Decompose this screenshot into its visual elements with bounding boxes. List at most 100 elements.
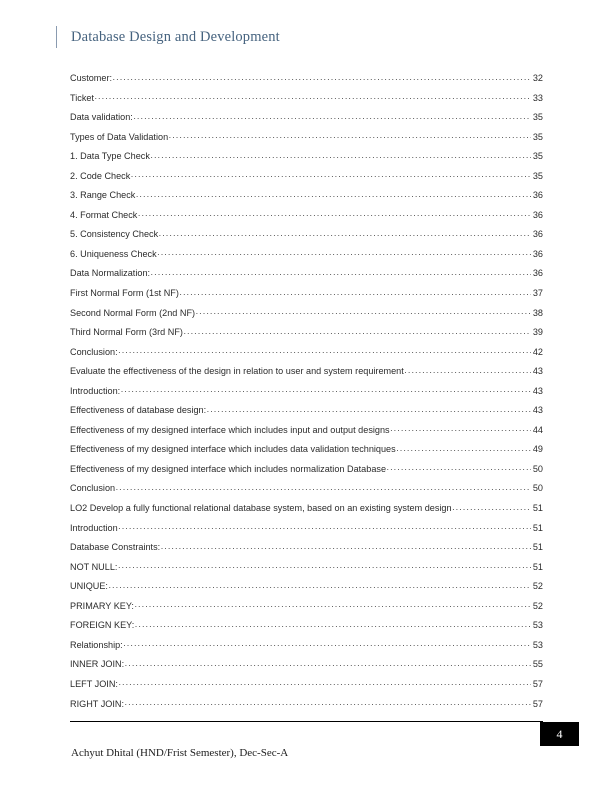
- toc-entry[interactable]: LO2 Develop a fully functional relationa…: [70, 499, 543, 519]
- toc-entry[interactable]: Database Constraints: 51: [70, 538, 543, 558]
- toc-dot-leader: [151, 263, 531, 283]
- toc-dot-leader: [169, 126, 531, 146]
- toc-entry-page-number: 36: [532, 190, 543, 201]
- toc-entry[interactable]: Data Normalization: 36: [70, 264, 543, 284]
- toc-dot-leader: [207, 400, 531, 420]
- toc-entry-label: Introduction: [70, 522, 118, 533]
- toc-entry-label: Conclusion: [70, 483, 116, 494]
- toc-entry-label: RIGHT JOIN:: [70, 698, 125, 709]
- toc-entry-label: 3. Range Check: [70, 190, 136, 201]
- toc-entry-page-number: 38: [532, 307, 543, 318]
- toc-entry-page-number: 52: [532, 600, 543, 611]
- toc-dot-leader: [131, 165, 531, 185]
- toc-entry[interactable]: 6. Uniqueness Check 36: [70, 245, 543, 265]
- toc-entry[interactable]: Introduction: 43: [70, 382, 543, 402]
- toc-entry[interactable]: FOREIGN KEY: 53: [70, 616, 543, 636]
- toc-entry[interactable]: Effectiveness of database design: 43: [70, 401, 543, 421]
- toc-dot-leader: [404, 361, 530, 381]
- toc-entry-page-number: 53: [532, 620, 543, 631]
- toc-entry-label: LEFT JOIN:: [70, 678, 118, 689]
- toc-dot-leader: [161, 537, 531, 557]
- toc-dot-leader: [118, 341, 530, 361]
- toc-dot-leader: [134, 595, 530, 615]
- toc-entry[interactable]: Conclusion 50: [70, 479, 543, 499]
- toc-dot-leader: [396, 439, 530, 459]
- toc-entry[interactable]: Data validation: 35: [70, 108, 543, 128]
- toc-dot-leader: [390, 419, 530, 439]
- document-header: Database Design and Development: [56, 24, 280, 50]
- toc-entry[interactable]: Types of Data Validation 35: [70, 128, 543, 148]
- toc-dot-leader: [118, 517, 530, 537]
- toc-entry[interactable]: Third Normal Form (3rd NF) 39: [70, 323, 543, 343]
- toc-entry-label: 2. Code Check: [70, 170, 131, 181]
- page-title: Database Design and Development: [71, 28, 280, 45]
- toc-entry-label: PRIMARY KEY:: [70, 600, 134, 611]
- toc-dot-leader: [94, 87, 530, 107]
- toc-entry-page-number: 43: [532, 366, 543, 377]
- toc-entry-label: First Normal Form (1st NF): [70, 288, 179, 299]
- toc-entry-label: Types of Data Validation: [70, 131, 169, 142]
- toc-entry[interactable]: Conclusion: 42: [70, 343, 543, 363]
- toc-entry[interactable]: INNER JOIN: 55: [70, 655, 543, 675]
- toc-entry-page-number: 52: [532, 581, 543, 592]
- toc-entry-label: Effectiveness of my designed interface w…: [70, 463, 387, 474]
- toc-entry-label: UNIQUE:: [70, 581, 108, 592]
- toc-entry-label: Relationship:: [70, 639, 123, 650]
- toc-dot-leader: [118, 673, 530, 693]
- toc-entry-label: 4. Format Check: [70, 209, 138, 220]
- toc-entry[interactable]: 5. Consistency Check 36: [70, 225, 543, 245]
- toc-entry-page-number: 36: [532, 229, 543, 240]
- toc-dot-leader: [135, 615, 531, 635]
- toc-entry[interactable]: NOT NULL: 51: [70, 558, 543, 578]
- toc-entry-label: 1. Data Type Check: [70, 151, 150, 162]
- toc-entry-page-number: 55: [532, 659, 543, 670]
- toc-dot-leader: [159, 224, 531, 244]
- toc-entry[interactable]: UNIQUE: 52: [70, 577, 543, 597]
- toc-entry[interactable]: Customer: 32: [70, 69, 543, 89]
- toc-dot-leader: [452, 498, 530, 518]
- toc-entry-page-number: 53: [532, 639, 543, 650]
- toc-entry[interactable]: Effectiveness of my designed interface w…: [70, 440, 543, 460]
- toc-entry-page-number: 51: [532, 561, 543, 572]
- toc-entry-label: Effectiveness of my designed interface w…: [70, 444, 396, 455]
- toc-entry-page-number: 35: [532, 131, 543, 142]
- toc-entry[interactable]: First Normal Form (1st NF) 37: [70, 284, 543, 304]
- toc-entry[interactable]: Relationship: 53: [70, 636, 543, 656]
- toc-dot-leader: [125, 693, 531, 713]
- toc-entry-page-number: 57: [532, 698, 543, 709]
- toc-dot-leader: [136, 185, 531, 205]
- toc-dot-leader: [123, 634, 530, 654]
- toc-entry-page-number: 36: [532, 209, 543, 220]
- toc-entry-page-number: 36: [532, 268, 543, 279]
- toc-dot-leader: [113, 68, 531, 88]
- toc-entry[interactable]: LEFT JOIN: 57: [70, 675, 543, 695]
- toc-entry[interactable]: 3. Range Check 36: [70, 186, 543, 206]
- header-accent-rule: [56, 26, 57, 48]
- toc-entry-label: LO2 Develop a fully functional relationa…: [70, 503, 452, 514]
- toc-entry[interactable]: Effectiveness of my designed interface w…: [70, 421, 543, 441]
- toc-dot-leader: [196, 302, 531, 322]
- toc-entry-label: Evaluate the effectiveness of the design…: [70, 366, 404, 377]
- toc-entry[interactable]: PRIMARY KEY: 52: [70, 597, 543, 617]
- toc-entry[interactable]: RIGHT JOIN: 57: [70, 695, 543, 715]
- toc-entry[interactable]: 1. Data Type Check 35: [70, 147, 543, 167]
- toc-entry-page-number: 57: [532, 678, 543, 689]
- toc-entry[interactable]: Evaluate the effectiveness of the design…: [70, 362, 543, 382]
- toc-entry-page-number: 50: [532, 483, 543, 494]
- toc-entry-label: INNER JOIN:: [70, 659, 125, 670]
- toc-entry-label: Ticket: [70, 92, 94, 103]
- toc-entry-page-number: 44: [532, 424, 543, 435]
- toc-entry-label: FOREIGN KEY:: [70, 620, 135, 631]
- toc-entry[interactable]: Introduction 51: [70, 519, 543, 539]
- toc-entry-page-number: 35: [532, 112, 543, 123]
- toc-entry[interactable]: 2. Code Check 35: [70, 167, 543, 187]
- toc-entry-page-number: 32: [532, 73, 543, 83]
- toc-entry[interactable]: 4. Format Check 36: [70, 206, 543, 226]
- toc-dot-leader: [157, 243, 530, 263]
- toc-entry[interactable]: Ticket 33: [70, 89, 543, 109]
- toc-entry-page-number: 42: [532, 346, 543, 357]
- toc-entry-label: Data Normalization:: [70, 268, 151, 279]
- toc-entry[interactable]: Second Normal Form (2nd NF) 38: [70, 304, 543, 324]
- toc-entry[interactable]: Effectiveness of my designed interface w…: [70, 460, 543, 480]
- toc-entry-page-number: 36: [532, 248, 543, 259]
